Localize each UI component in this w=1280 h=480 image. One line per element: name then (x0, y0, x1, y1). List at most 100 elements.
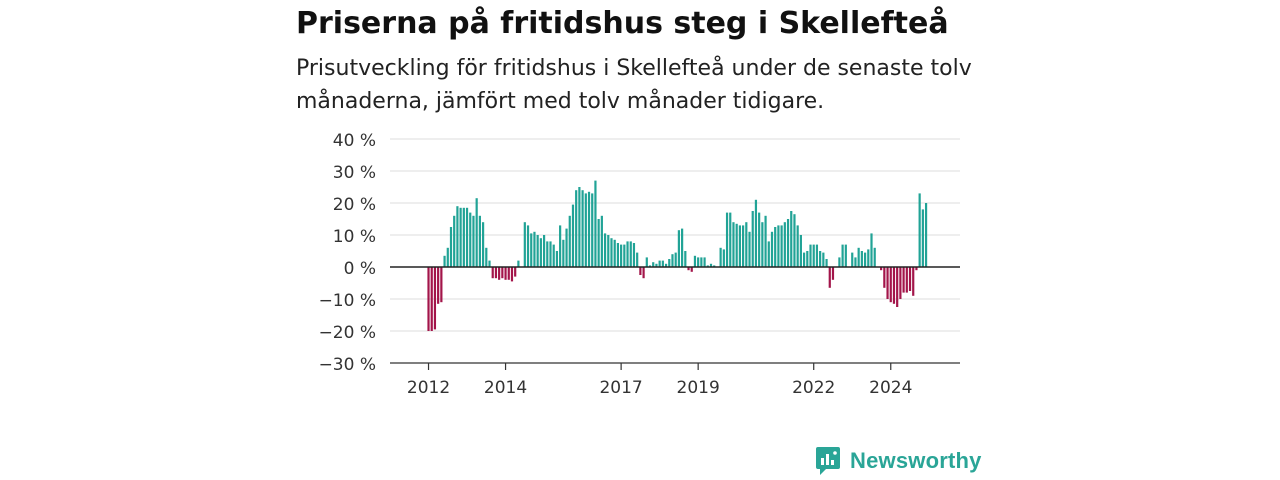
bar (738, 225, 741, 267)
bar (658, 260, 661, 267)
bar (870, 233, 873, 267)
bar (693, 255, 697, 267)
bar (709, 263, 713, 267)
bar (883, 267, 886, 288)
y-tick-label: 40 % (333, 131, 376, 151)
bar (555, 251, 559, 267)
bar (905, 267, 908, 293)
bar (655, 263, 658, 267)
bar (440, 267, 443, 303)
bar (857, 247, 860, 267)
bar (498, 267, 501, 280)
y-tick-label: −10 % (319, 291, 376, 311)
bar (514, 267, 517, 277)
bar (581, 190, 584, 267)
bar (819, 251, 822, 267)
y-tick-label: 0 % (344, 259, 376, 279)
bar (446, 247, 449, 267)
newsworthy-logo-icon (816, 447, 840, 475)
bar (921, 209, 924, 267)
bar (616, 243, 620, 267)
bar (896, 267, 899, 307)
bar (812, 244, 815, 267)
bar (815, 244, 819, 267)
bar (456, 206, 459, 267)
bar (786, 219, 790, 267)
bar (465, 207, 469, 267)
bar (562, 239, 565, 267)
bar (873, 247, 876, 267)
bar (526, 225, 530, 267)
bar (661, 260, 664, 267)
bar (501, 267, 504, 279)
bar (674, 252, 677, 267)
bar (924, 203, 928, 267)
bar (796, 225, 799, 267)
x-tick-label: 2014 (484, 378, 527, 398)
bar (886, 267, 889, 299)
bar (629, 241, 632, 267)
chart-subtitle: Prisutveckling för fritidshus i Skelleft… (296, 56, 972, 114)
y-tick-label: 30 % (333, 163, 376, 183)
bar (652, 262, 655, 267)
bar (578, 187, 581, 267)
bar (462, 207, 465, 267)
y-tick-label: 10 % (333, 227, 376, 247)
bar (639, 267, 642, 275)
bar (880, 267, 883, 271)
bar (504, 267, 507, 280)
x-tick-label: 2019 (677, 378, 720, 398)
bars (427, 180, 928, 331)
bar (892, 267, 896, 304)
bar (607, 235, 610, 267)
brand-name: Newsworthy (850, 448, 982, 473)
bar (822, 252, 825, 267)
bar (453, 215, 456, 267)
bar (559, 225, 562, 267)
bar (703, 257, 706, 267)
bar (809, 244, 812, 267)
bar (610, 238, 613, 267)
bar (687, 267, 690, 271)
bar (761, 222, 764, 267)
bar (860, 251, 863, 267)
brand-logo: Newsworthy (814, 446, 982, 476)
x-tick-label: 2022 (792, 378, 835, 398)
bar (677, 230, 680, 267)
bar (863, 252, 867, 267)
bar (430, 267, 433, 331)
tick-labels: −30 % −20 % −10 % 0 % 10 % 20 % 30 % 40 % 2012 20… (319, 0, 959, 398)
bar (774, 227, 777, 267)
bar (449, 227, 453, 267)
bar (767, 241, 770, 267)
bar (722, 249, 725, 267)
y-tick-label: −30 % (319, 355, 376, 375)
bar (481, 222, 485, 267)
bar (912, 267, 915, 296)
bar (597, 219, 600, 267)
bar (575, 190, 578, 267)
bar (668, 259, 671, 267)
bar (613, 239, 616, 267)
bar (587, 191, 591, 267)
bar (770, 231, 774, 267)
bar (523, 222, 526, 267)
annotation-label: 20 % (915, 0, 958, 5)
bar (700, 257, 703, 267)
bar (584, 193, 587, 267)
bar (915, 267, 918, 271)
bar (725, 212, 729, 267)
bar (510, 267, 514, 282)
bar (459, 207, 462, 267)
bar (568, 215, 571, 267)
bar (664, 263, 668, 267)
bar (841, 244, 844, 267)
bar (838, 257, 841, 267)
bar (825, 259, 828, 267)
bar (684, 251, 687, 267)
bar (571, 204, 575, 267)
bar (902, 267, 905, 293)
bar (626, 241, 629, 267)
bar (889, 267, 892, 303)
bar (831, 267, 835, 280)
